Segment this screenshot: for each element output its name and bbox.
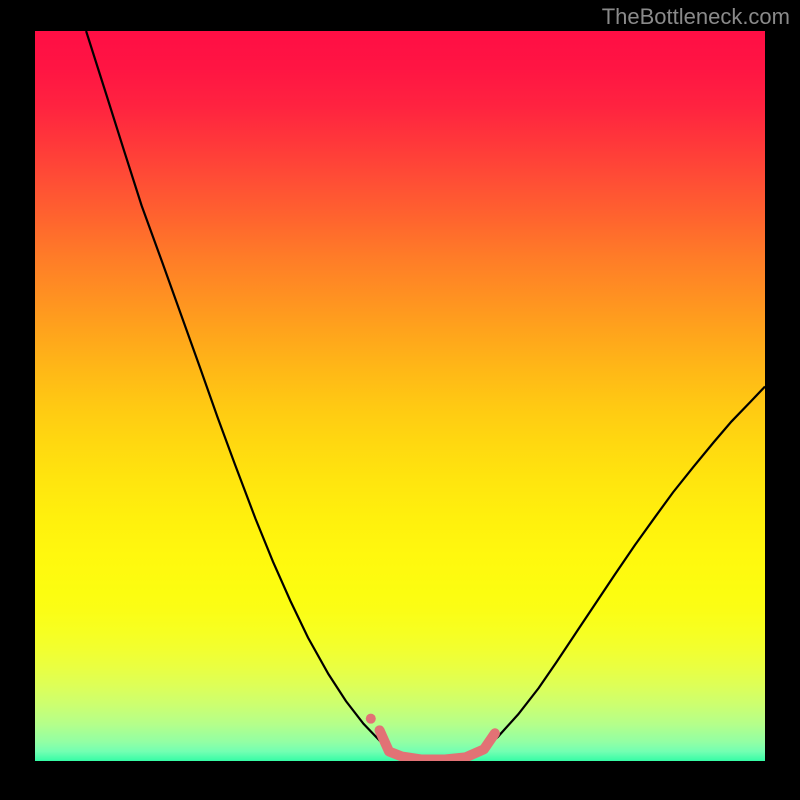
bottleneck-chart xyxy=(0,0,800,800)
highlight-start-dot xyxy=(366,714,376,724)
watermark-text: TheBottleneck.com xyxy=(602,4,790,30)
chart-background xyxy=(35,31,765,761)
chart-container: TheBottleneck.com xyxy=(0,0,800,800)
